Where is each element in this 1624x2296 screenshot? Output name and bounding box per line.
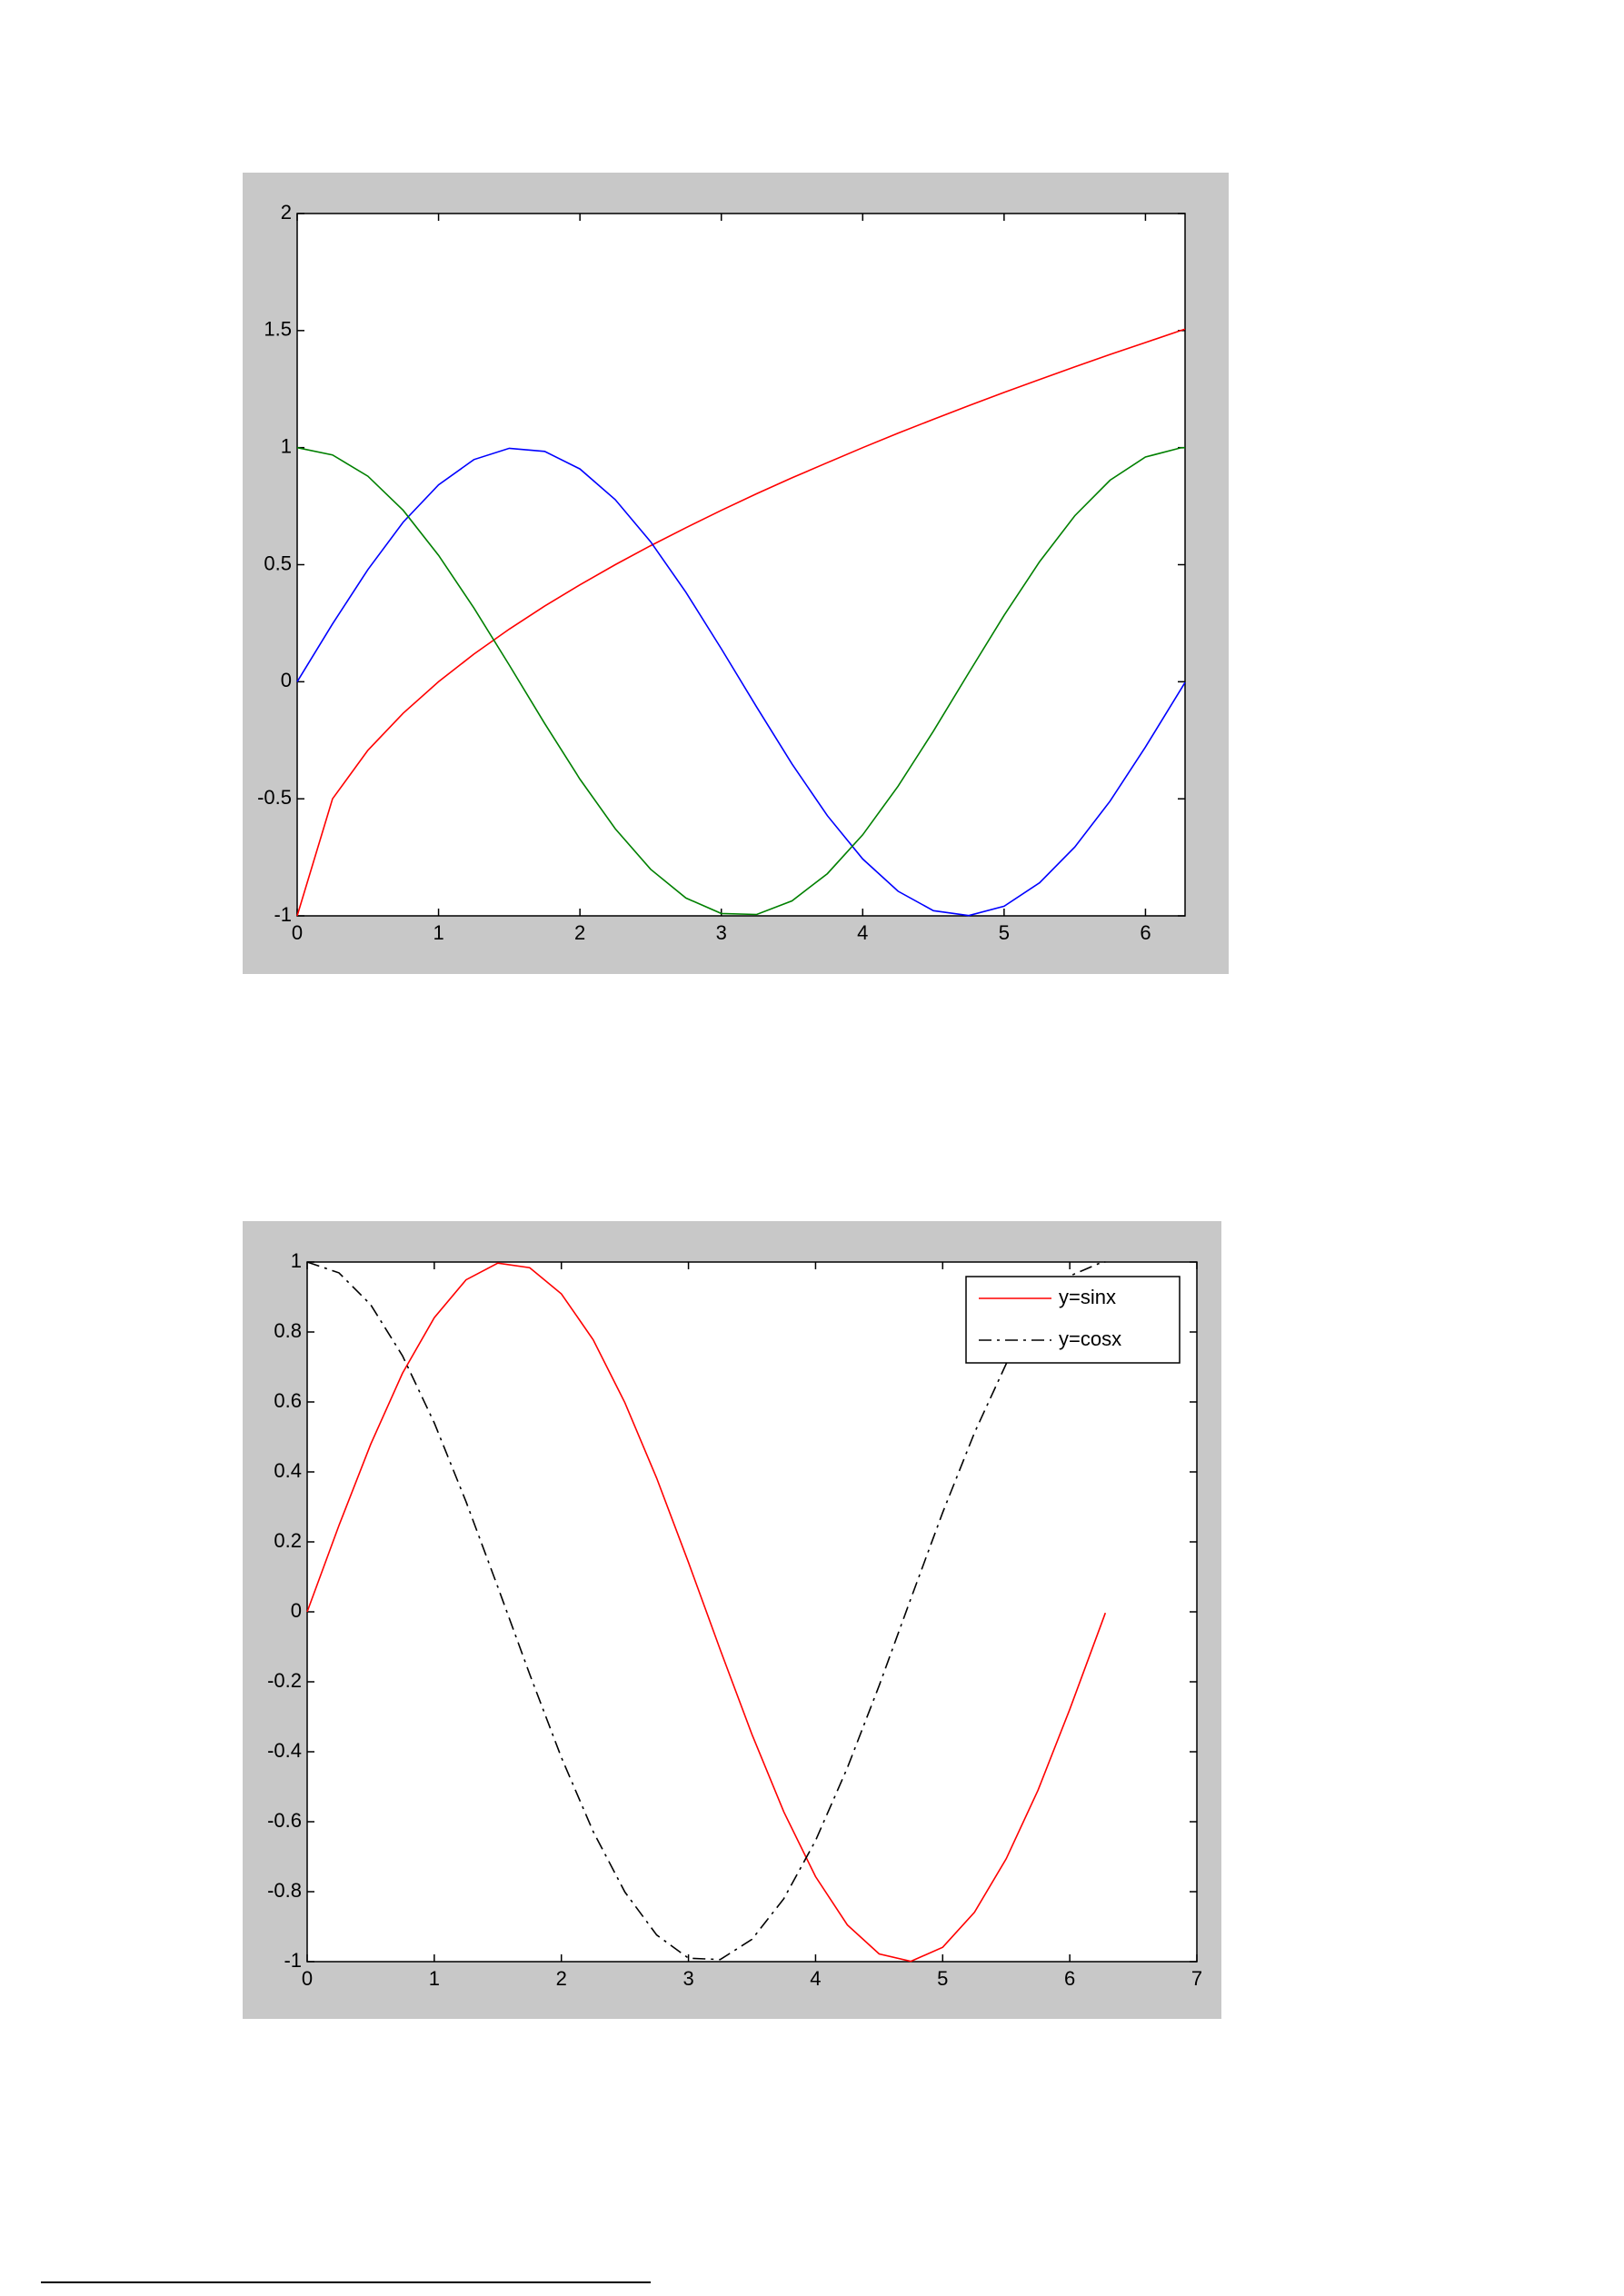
y-tick-label: -0.2	[267, 1669, 302, 1692]
y-tick-label: 0.2	[274, 1529, 302, 1552]
chart: -1 -0.8 -0.6 -0.4 -0.2 0 0.2 0.4 0.6 0.8 1 0 1 2 3 4 5 6 7…	[243, 1221, 1221, 2019]
y-tick-label: -0.5	[257, 786, 292, 809]
x-tick-label: 0	[292, 921, 303, 944]
y-tick-label: 2	[281, 201, 292, 224]
series-line	[296, 447, 1186, 917]
x-tick-label: 4	[857, 921, 868, 944]
y-tick-label: 0.5	[264, 552, 292, 574]
x-tick-label: 4	[810, 1967, 821, 1990]
series-line	[296, 328, 1186, 917]
y-tick-label: 1.5	[264, 318, 292, 341]
series-line	[296, 446, 1186, 916]
y-tick-label: 0	[281, 669, 292, 691]
series-line	[306, 1262, 1107, 1963]
x-tick-label: 2	[574, 921, 585, 944]
y-tick-label: -1	[274, 903, 292, 926]
x-tick-label: 6	[1140, 921, 1151, 944]
x-tick-label: 5	[999, 921, 1010, 944]
y-tick-label: -1	[284, 1949, 302, 1972]
x-tick-label: 2	[556, 1967, 567, 1990]
series-line	[306, 1261, 1106, 1961]
x-tick-label: 0	[302, 1967, 313, 1990]
x-tick-label: 7	[1191, 1967, 1202, 1990]
legend-label: y=cosx	[1059, 1327, 1121, 1350]
y-tick-label: -0.6	[267, 1809, 302, 1832]
x-tick-label: 6	[1064, 1967, 1075, 1990]
y-tick-label: 0.4	[274, 1459, 302, 1482]
x-tick-label: 3	[682, 1967, 693, 1990]
chart: -1 -0.5 0 0.5 1 1.5 2 0 1 2 3 4 5 6	[243, 173, 1229, 974]
y-tick-label: -0.4	[267, 1739, 302, 1762]
plot-area	[306, 1261, 1198, 1963]
y-tick-label: 1	[281, 434, 292, 457]
x-tick-label: 1	[429, 1967, 440, 1990]
legend-box	[965, 1276, 1181, 1364]
y-tick-label: -0.8	[267, 1879, 302, 1902]
y-tick-label: 1	[291, 1249, 302, 1272]
legend-label: y=sinx	[1059, 1286, 1116, 1308]
y-tick-label: 0.8	[274, 1319, 302, 1342]
y-tick-label: 0	[291, 1599, 302, 1622]
x-tick-label: 3	[716, 921, 727, 944]
x-tick-label: 5	[937, 1967, 948, 1990]
plot-area	[296, 213, 1186, 917]
y-tick-label: 0.6	[274, 1389, 302, 1412]
x-tick-label: 1	[433, 921, 443, 944]
